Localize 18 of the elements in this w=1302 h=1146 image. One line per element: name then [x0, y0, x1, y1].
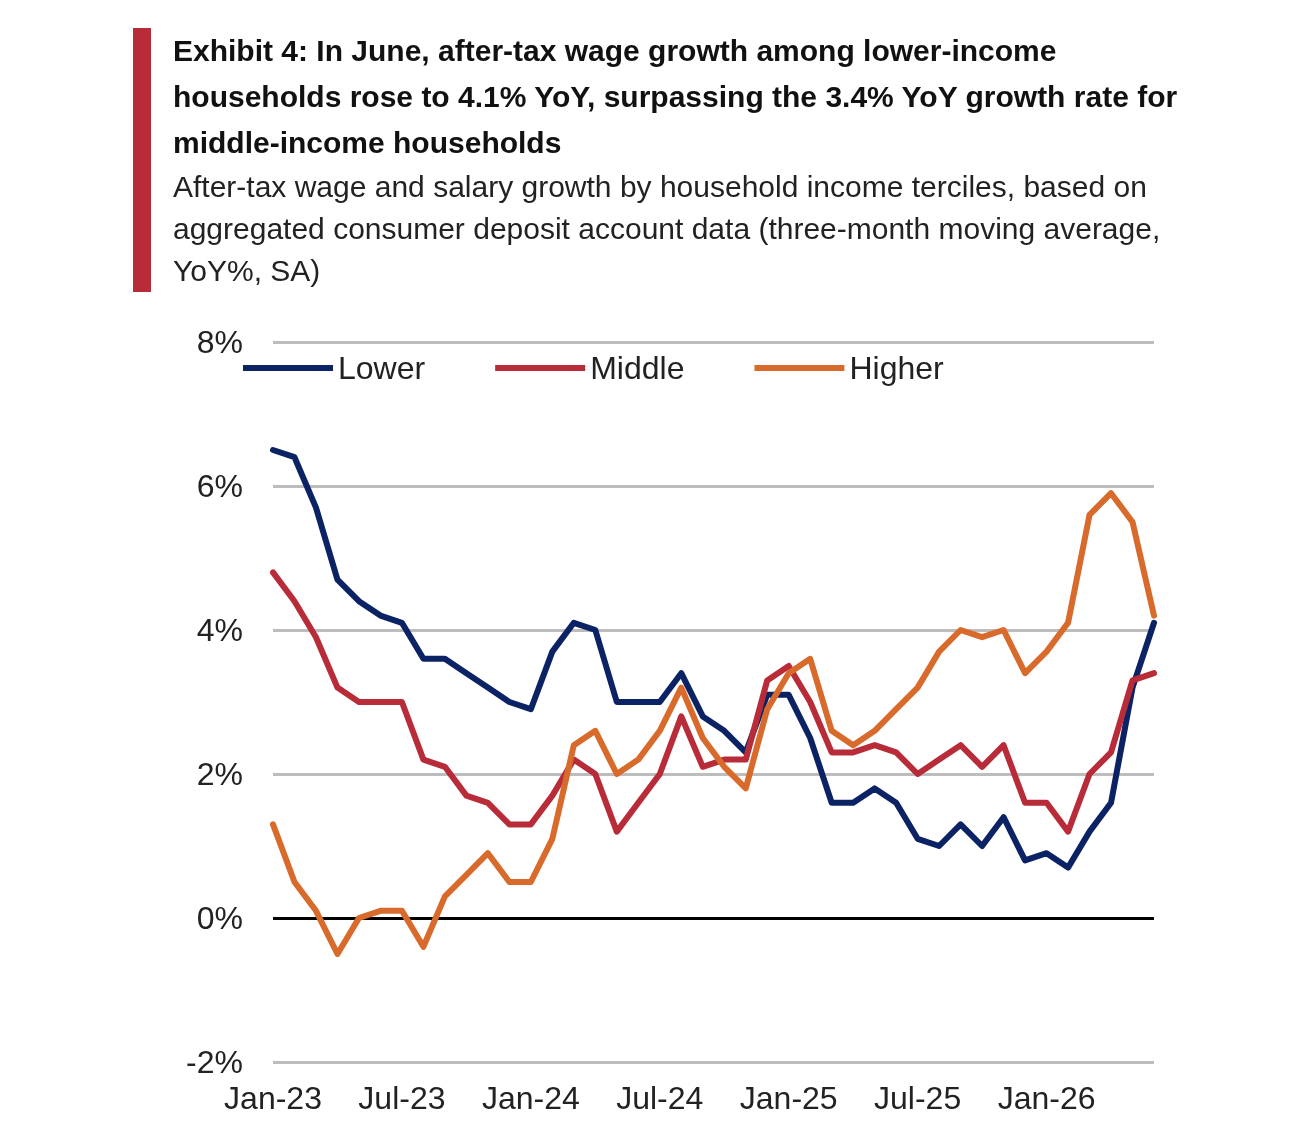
x-tick-label: Jul-23 — [358, 1080, 446, 1116]
x-tick-label: Jan-23 — [224, 1080, 322, 1116]
legend-label: Middle — [590, 350, 685, 386]
x-tick-label: Jul-25 — [874, 1080, 962, 1116]
legend-label: Lower — [338, 350, 426, 386]
y-tick-label: 0% — [196, 900, 243, 936]
x-tick-label: Jan-25 — [739, 1080, 838, 1116]
y-tick-label: 4% — [196, 612, 243, 648]
x-tick-label: Jan-24 — [481, 1080, 580, 1116]
legend-label: Higher — [849, 350, 945, 386]
x-tick-label: Jul-24 — [616, 1080, 704, 1116]
chart-subtitle: After-tax wage and salary growth by household income terciles, based on aggregated consumer deposit account data (three-month moving average, YoY%, SA) — [173, 169, 1162, 289]
y-tick-label: 2% — [196, 756, 243, 792]
y-tick-label: -2% — [186, 1044, 243, 1080]
y-tick-label: 6% — [196, 468, 243, 504]
y-tick-label: 8% — [196, 324, 243, 360]
x-tick-label: Jan-26 — [997, 1080, 1096, 1116]
chart-title: Exhibit 4: In June, after-tax wage growth among lower-income households rose to 4.1% YoY, surpassing the 3.4% YoY growth rate for middle-income households — [173, 33, 1179, 161]
